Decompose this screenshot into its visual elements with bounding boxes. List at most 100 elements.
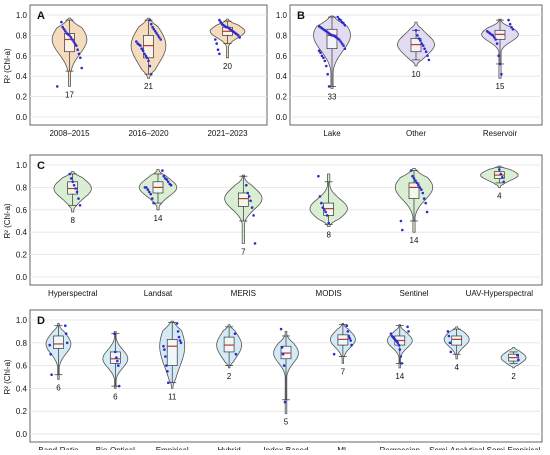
violin-group: 4	[443, 326, 470, 372]
x-tick-label: Index-Based	[264, 446, 309, 450]
data-point	[498, 62, 502, 66]
data-point	[283, 400, 287, 404]
data-point	[417, 183, 420, 187]
plot-frame	[29, 154, 543, 286]
data-point	[343, 23, 347, 27]
data-point	[218, 18, 221, 22]
x-tick-label: MODIS	[316, 289, 342, 298]
data-point	[320, 201, 323, 205]
panel-label: B	[297, 10, 305, 22]
count-label: 21	[144, 82, 153, 91]
data-point	[234, 352, 238, 356]
data-point	[401, 228, 404, 232]
data-point	[419, 39, 422, 42]
data-point	[154, 30, 157, 33]
data-point	[48, 343, 51, 347]
violin-group: 15	[481, 18, 519, 91]
data-point	[65, 341, 69, 345]
violin-group: 8	[309, 173, 348, 240]
data-point	[347, 334, 351, 338]
count-label: 6	[113, 392, 118, 401]
data-point	[398, 348, 402, 351]
data-point	[485, 30, 489, 33]
y-tick-label: 0.2	[276, 93, 288, 102]
data-point	[423, 47, 426, 50]
data-point	[322, 56, 325, 60]
data-point	[326, 72, 330, 76]
x-tick-label: 2021–2023	[207, 129, 248, 138]
data-point	[80, 66, 83, 70]
count-label: 6	[56, 383, 61, 392]
y-tick-label: 0.2	[16, 407, 28, 416]
count-label: 7	[241, 247, 246, 256]
data-point	[448, 341, 452, 345]
data-point	[348, 336, 352, 340]
data-point	[178, 339, 182, 342]
data-point	[416, 34, 419, 37]
violin-group: 14	[138, 169, 178, 223]
violin-group: 6	[102, 331, 129, 401]
data-point	[159, 38, 162, 41]
data-point	[447, 334, 451, 338]
data-point	[246, 191, 249, 195]
data-point	[162, 344, 165, 348]
data-point	[280, 346, 284, 349]
data-point	[342, 44, 345, 47]
data-point	[149, 22, 153, 26]
violin-group: 6	[45, 323, 72, 392]
data-point	[250, 206, 254, 209]
panel-d: 0.0 0.2 0.4 0.6 0.8 1.0 R² (Chl-a) D 6 Band-Ratio…	[3, 309, 543, 455]
data-point	[502, 180, 506, 184]
data-point	[327, 85, 331, 88]
data-point	[215, 42, 218, 45]
data-point	[179, 341, 183, 345]
data-point	[414, 179, 417, 182]
data-point	[115, 356, 118, 359]
y-tick-label: 0.8	[16, 31, 28, 40]
y-axis-label: R² (Chl-a)	[3, 48, 12, 83]
data-point	[113, 332, 116, 336]
data-point	[324, 210, 328, 214]
iqr-box	[451, 335, 463, 346]
data-point	[493, 36, 496, 39]
data-point	[165, 364, 168, 367]
data-point	[281, 352, 285, 356]
x-tick-label: ML	[337, 446, 349, 450]
data-point	[336, 15, 340, 19]
data-point	[143, 52, 146, 56]
data-point	[406, 325, 409, 329]
data-point	[500, 72, 503, 76]
data-point	[155, 32, 158, 35]
data-point	[75, 190, 79, 194]
data-point	[50, 373, 53, 377]
data-point	[216, 48, 220, 51]
data-point	[152, 201, 155, 205]
data-point	[418, 186, 422, 189]
y-tick-label: 0.6	[16, 52, 28, 61]
data-point	[411, 174, 414, 178]
data-point	[409, 169, 413, 172]
y-tick-label: 0.0	[276, 113, 288, 122]
violin-group: 20	[209, 18, 246, 71]
data-point	[345, 324, 349, 328]
data-point	[340, 42, 344, 45]
x-tick-label: Bio-Optical	[96, 446, 135, 450]
data-point	[325, 64, 328, 68]
data-point	[147, 59, 150, 63]
x-tick-label: Reservoir	[483, 129, 518, 138]
panel-label: A	[37, 10, 45, 22]
data-point	[340, 20, 344, 24]
data-point	[323, 59, 327, 63]
data-point	[417, 37, 421, 40]
data-point	[507, 18, 510, 22]
data-point	[163, 348, 166, 351]
data-point	[420, 42, 424, 45]
x-tick-label: Hyperspectral	[48, 289, 98, 298]
data-point	[412, 177, 416, 180]
data-point	[517, 358, 520, 362]
data-point	[511, 28, 515, 31]
data-point	[397, 343, 401, 347]
y-tick-label: 0.6	[16, 206, 28, 215]
data-point	[164, 177, 167, 180]
data-point	[343, 47, 347, 50]
